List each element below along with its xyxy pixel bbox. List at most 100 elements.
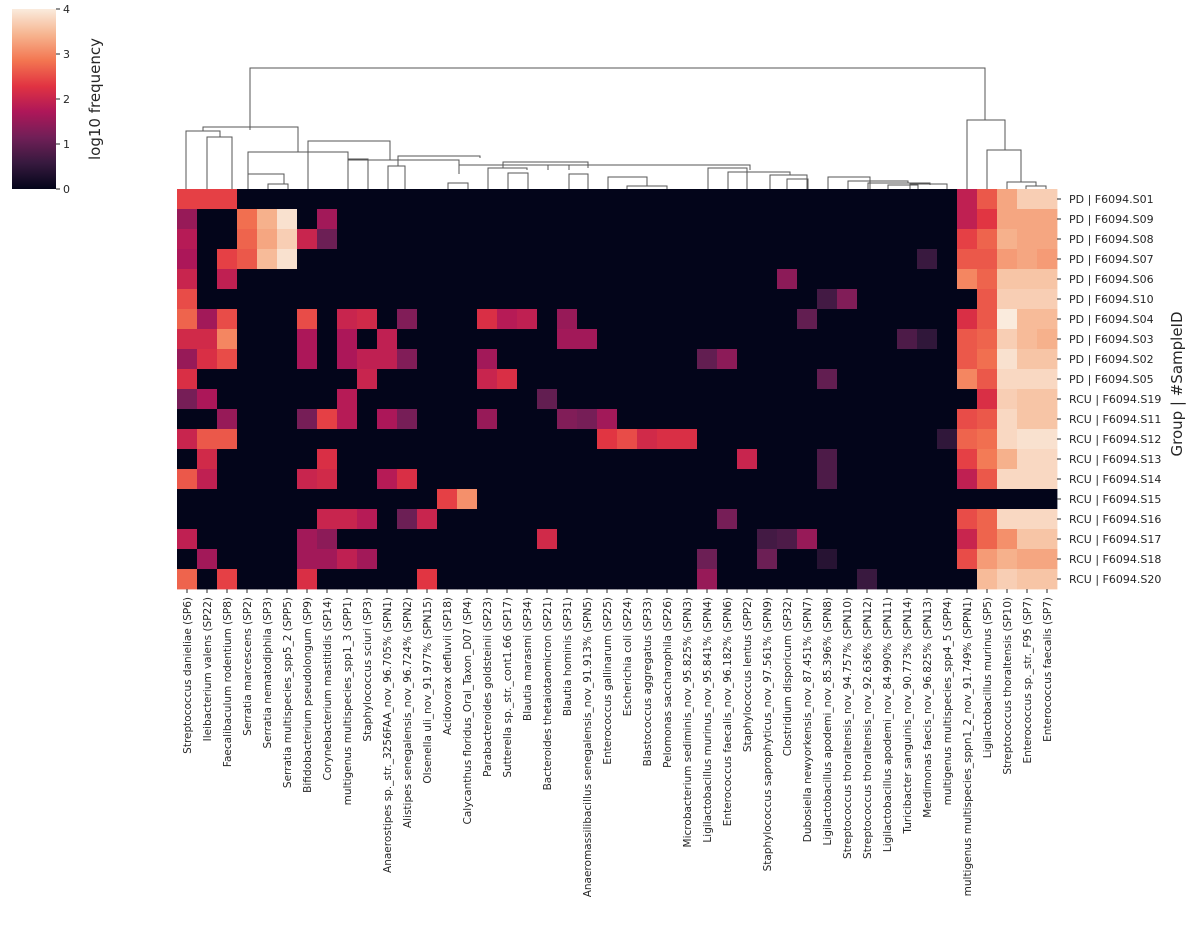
heatmap-cell xyxy=(417,469,438,490)
heatmap-cell xyxy=(817,309,838,330)
heatmap-cell xyxy=(977,509,998,530)
heatmap-cell xyxy=(977,229,998,250)
heatmap-cell xyxy=(597,249,618,270)
heatmap-cell xyxy=(357,309,378,330)
heatmap-cell xyxy=(597,549,618,570)
heatmap-cell xyxy=(497,289,518,310)
heatmap-cell xyxy=(1037,449,1058,470)
heatmap-cell xyxy=(597,529,618,550)
heatmap-cell xyxy=(357,189,378,210)
heatmap-cell xyxy=(797,449,818,470)
heatmap-cell xyxy=(917,229,938,250)
heatmap-cell xyxy=(417,229,438,250)
heatmap-cell xyxy=(1017,369,1038,390)
dendrogram-branch xyxy=(185,130,221,189)
heatmap-cell xyxy=(237,549,258,570)
heatmap-cell xyxy=(637,469,658,490)
heatmap-cell xyxy=(677,189,698,210)
heatmap-cell xyxy=(457,509,478,530)
heatmap-cell xyxy=(457,469,478,490)
heatmap-cell xyxy=(917,349,938,370)
heatmap-cell xyxy=(317,389,338,410)
heatmap-cell xyxy=(877,489,898,510)
heatmap-cell xyxy=(257,469,278,490)
heatmap-cell xyxy=(377,209,398,230)
heatmap-cell xyxy=(657,389,678,410)
heatmap-cell xyxy=(817,529,838,550)
heatmap-cell xyxy=(957,289,978,310)
heatmap-cell xyxy=(697,249,718,270)
column-label: Enterococcus faecalis (SP7) xyxy=(1042,597,1054,742)
heatmap-cell xyxy=(577,249,598,270)
heatmap-cell xyxy=(697,489,718,510)
heatmap-cell xyxy=(957,469,978,490)
heatmap-cell xyxy=(297,289,318,310)
heatmap-cell xyxy=(477,289,498,310)
heatmap-cell xyxy=(657,429,678,450)
heatmap-cell xyxy=(537,409,558,430)
heatmap-cell xyxy=(197,349,218,370)
heatmap-cell xyxy=(557,289,578,310)
heatmap-cell xyxy=(537,189,558,210)
heatmap-cell xyxy=(377,349,398,370)
heatmap-cell xyxy=(297,509,318,530)
column-label: Olsenella uli_nov_91.977% (SPN15) xyxy=(422,597,434,784)
heatmap-cell xyxy=(797,329,818,350)
heatmap-cell xyxy=(417,289,438,310)
heatmap-cell xyxy=(537,369,558,390)
heatmap-cell xyxy=(457,369,478,390)
heatmap-cell xyxy=(277,549,298,570)
heatmap-cell xyxy=(957,549,978,570)
heatmap-cell xyxy=(417,389,438,410)
heatmap-cell xyxy=(557,249,578,270)
heatmap-cell xyxy=(617,469,638,490)
heatmap-cell xyxy=(357,549,378,570)
heatmap-cell xyxy=(1037,469,1058,490)
heatmap-cell xyxy=(537,529,558,550)
heatmap-cell xyxy=(417,369,438,390)
heatmap-cell xyxy=(657,409,678,430)
column-label: Staphylococcus saprophyticus_nov_97.561%… xyxy=(762,597,774,871)
heatmap-cell xyxy=(777,509,798,530)
heatmap-cell xyxy=(897,489,918,510)
heatmap-cell xyxy=(1017,349,1038,370)
heatmap-cell xyxy=(797,409,818,430)
heatmap-cell xyxy=(257,369,278,390)
heatmap-cell xyxy=(977,449,998,470)
heatmap-cell xyxy=(317,329,338,350)
heatmap-cell xyxy=(1037,349,1058,370)
heatmap-cell xyxy=(517,389,538,410)
heatmap-cell xyxy=(757,409,778,430)
heatmap-cell xyxy=(637,289,658,310)
heatmap-cell xyxy=(517,289,538,310)
heatmap-cell xyxy=(437,349,458,370)
heatmap-cell xyxy=(557,549,578,570)
heatmap-cell xyxy=(697,349,718,370)
heatmap-cell xyxy=(897,389,918,410)
heatmap-cell xyxy=(837,329,858,350)
dendrogram-branch xyxy=(607,176,648,189)
heatmap-cell xyxy=(757,249,778,270)
heatmap-cell xyxy=(737,349,758,370)
heatmap-cell xyxy=(377,549,398,570)
heatmap-cell xyxy=(877,349,898,370)
heatmap-cell xyxy=(537,429,558,450)
heatmap-cell xyxy=(697,329,718,350)
heatmap-cell xyxy=(917,529,938,550)
heatmap-cell xyxy=(657,189,678,210)
heatmap-cell xyxy=(577,389,598,410)
heatmap-cell xyxy=(997,289,1018,310)
heatmap-cell xyxy=(877,469,898,490)
heatmap-cell xyxy=(277,429,298,450)
heatmap-cell xyxy=(737,449,758,470)
heatmap-cell xyxy=(357,289,378,310)
heatmap-cell xyxy=(717,389,738,410)
heatmap-cell xyxy=(457,409,478,430)
heatmap-cell xyxy=(617,289,638,310)
dendrogram-branch xyxy=(267,183,289,189)
heatmap-cell xyxy=(917,289,938,310)
heatmap-cell xyxy=(217,229,238,250)
heatmap-cell xyxy=(757,289,778,310)
heatmap-cell xyxy=(317,369,338,390)
heatmap-cell xyxy=(317,529,338,550)
